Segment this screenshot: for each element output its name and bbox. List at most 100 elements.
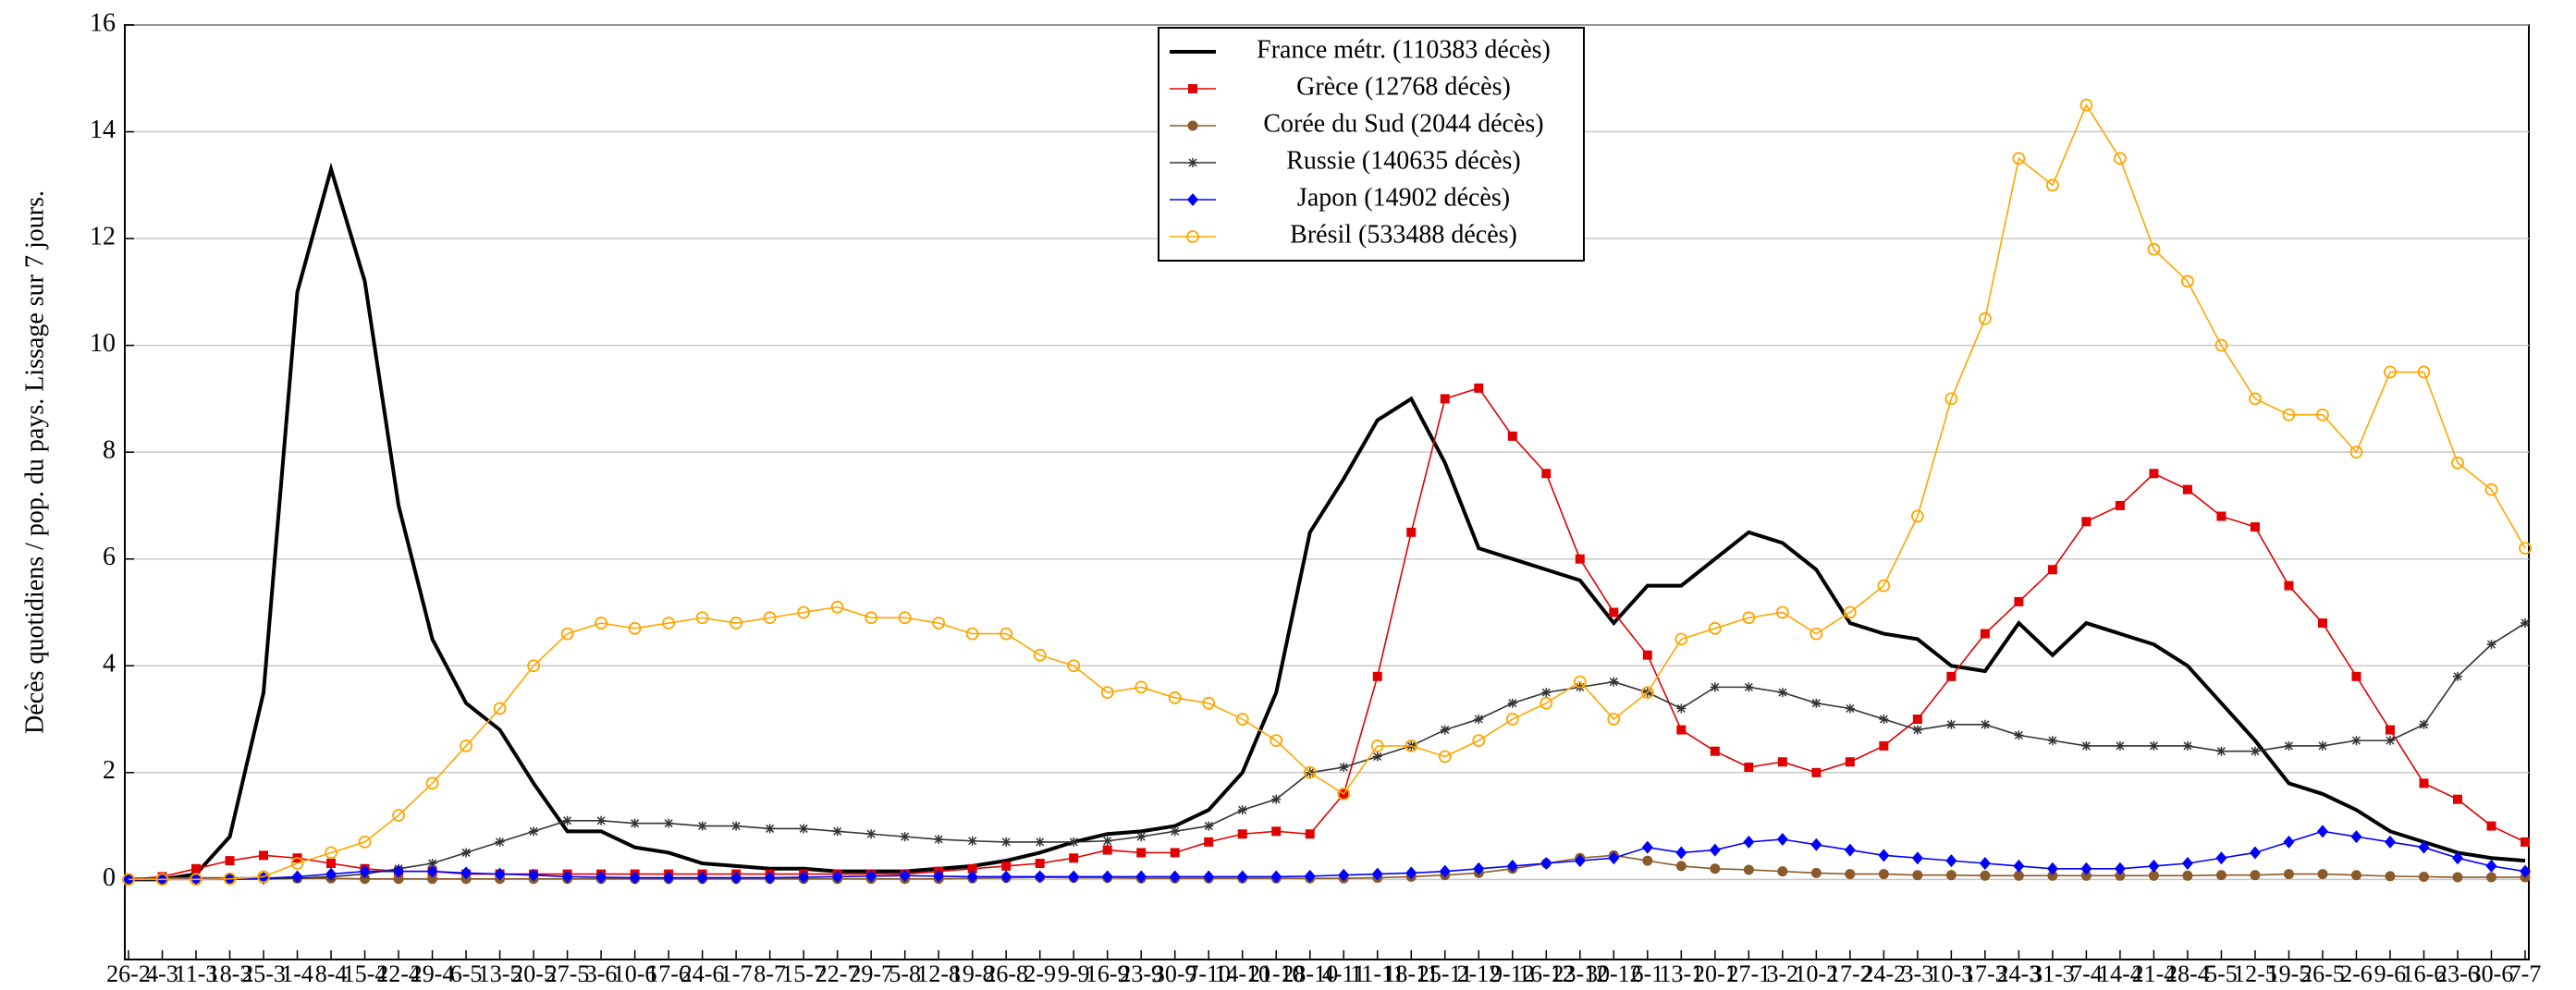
data-point bbox=[629, 871, 641, 885]
data-point bbox=[1811, 698, 1822, 708]
data-point bbox=[2418, 871, 2429, 882]
data-point bbox=[933, 869, 945, 883]
x-tick-label: 31-3 bbox=[2030, 960, 2075, 985]
data-point bbox=[2385, 725, 2395, 735]
x-tick-label: 14-4 bbox=[2098, 960, 2142, 985]
data-point bbox=[1001, 861, 1012, 871]
data-point bbox=[2182, 484, 2192, 495]
data-point bbox=[900, 832, 910, 842]
data-point bbox=[1505, 713, 1519, 726]
y-tick-label: 6 bbox=[103, 543, 116, 571]
data-point bbox=[2417, 365, 2431, 379]
x-tick-label: 22-7 bbox=[816, 960, 860, 985]
data-point bbox=[2485, 872, 2496, 883]
data-point bbox=[325, 846, 337, 860]
y-tick-label: 4 bbox=[103, 650, 116, 678]
data-point bbox=[2384, 365, 2397, 379]
data-point bbox=[967, 836, 977, 846]
data-point bbox=[1305, 829, 1315, 839]
data-point bbox=[529, 826, 539, 837]
x-tick-label: 24-3 bbox=[1997, 960, 2042, 985]
data-point bbox=[1675, 861, 1687, 872]
data-point bbox=[663, 871, 675, 885]
x-tick-label: 3-2 bbox=[1767, 960, 1799, 985]
x-tick-label: 13-5 bbox=[478, 960, 522, 985]
y-tick-label: 0 bbox=[103, 863, 116, 892]
data-point bbox=[765, 824, 775, 834]
data-point bbox=[2249, 392, 2262, 406]
data-point bbox=[2317, 618, 2327, 629]
data-point bbox=[427, 859, 437, 869]
y-tick-label: 12 bbox=[90, 223, 116, 251]
data-point bbox=[2419, 719, 2429, 729]
data-point bbox=[1440, 725, 1450, 735]
data-point bbox=[191, 863, 202, 874]
x-tick-label: 29-4 bbox=[411, 960, 455, 985]
data-point bbox=[2250, 522, 2260, 532]
data-point bbox=[1574, 854, 1586, 868]
data-point bbox=[1912, 870, 1923, 881]
data-point bbox=[2351, 736, 2361, 746]
data-point bbox=[2215, 851, 2227, 865]
x-tick-label: 9-9 bbox=[1058, 960, 1090, 985]
data-point bbox=[1642, 855, 1653, 866]
data-point bbox=[493, 702, 507, 715]
data-point bbox=[2284, 740, 2294, 751]
data-point bbox=[1203, 870, 1215, 884]
data-point bbox=[2214, 338, 2228, 352]
data-point bbox=[2014, 596, 2024, 606]
data-point bbox=[2046, 178, 2059, 192]
y-tick-label: 10 bbox=[90, 329, 116, 358]
data-point bbox=[2384, 835, 2396, 849]
data-point bbox=[1440, 394, 1450, 404]
data-point bbox=[2284, 581, 2294, 591]
data-point bbox=[1878, 849, 1890, 862]
data-point bbox=[1271, 794, 1282, 804]
x-tick-label: 20-1 bbox=[1693, 960, 1737, 985]
data-point bbox=[1035, 859, 1045, 869]
data-point bbox=[1237, 805, 1247, 815]
x-tick-label: 1-4 bbox=[281, 960, 313, 985]
data-point bbox=[1709, 843, 1721, 857]
data-point bbox=[965, 627, 979, 641]
legend-marker bbox=[1186, 230, 1199, 243]
data-point bbox=[2385, 871, 2396, 882]
data-point bbox=[2013, 859, 2025, 873]
x-tick-label: 14-10 bbox=[1214, 960, 1270, 985]
x-tick-label: 12-5 bbox=[2233, 960, 2277, 985]
data-point bbox=[2181, 275, 2194, 288]
data-point bbox=[2047, 565, 2057, 575]
data-point bbox=[730, 617, 743, 629]
data-point bbox=[1474, 715, 1484, 725]
data-point bbox=[2249, 846, 2261, 860]
data-point bbox=[325, 867, 337, 881]
y-tick-label: 16 bbox=[90, 8, 116, 37]
data-point bbox=[1776, 833, 1788, 847]
x-tick-label: 8-7 bbox=[754, 960, 786, 985]
data-point bbox=[1101, 870, 1113, 884]
legend-label: Russie (140635 décès) bbox=[1286, 146, 1521, 175]
data-point bbox=[1777, 757, 1787, 767]
data-point bbox=[1338, 868, 1350, 882]
data-point bbox=[2012, 152, 2026, 165]
legend-label: Corée du Sud (2044 décès) bbox=[1263, 109, 1543, 138]
data-point bbox=[1136, 832, 1147, 842]
data-point bbox=[1135, 680, 1148, 694]
data-point bbox=[1102, 836, 1112, 846]
data-point bbox=[2115, 500, 2125, 510]
data-point bbox=[2317, 740, 2327, 751]
data-point bbox=[1371, 867, 1383, 881]
x-tick-label: 26-5 bbox=[2300, 960, 2345, 985]
data-point bbox=[1304, 869, 1316, 883]
series-line bbox=[129, 622, 2526, 881]
data-point bbox=[2519, 542, 2532, 556]
data-point bbox=[1810, 867, 1822, 878]
x-tick-label: 30-9 bbox=[1153, 960, 1197, 985]
data-point bbox=[2014, 730, 2024, 740]
data-point bbox=[1507, 431, 1517, 441]
x-tick-label: 16-6 bbox=[2402, 960, 2447, 985]
x-tick-label: 27-1 bbox=[1727, 960, 1772, 985]
data-point bbox=[1339, 763, 1349, 773]
data-point bbox=[1879, 715, 1889, 725]
